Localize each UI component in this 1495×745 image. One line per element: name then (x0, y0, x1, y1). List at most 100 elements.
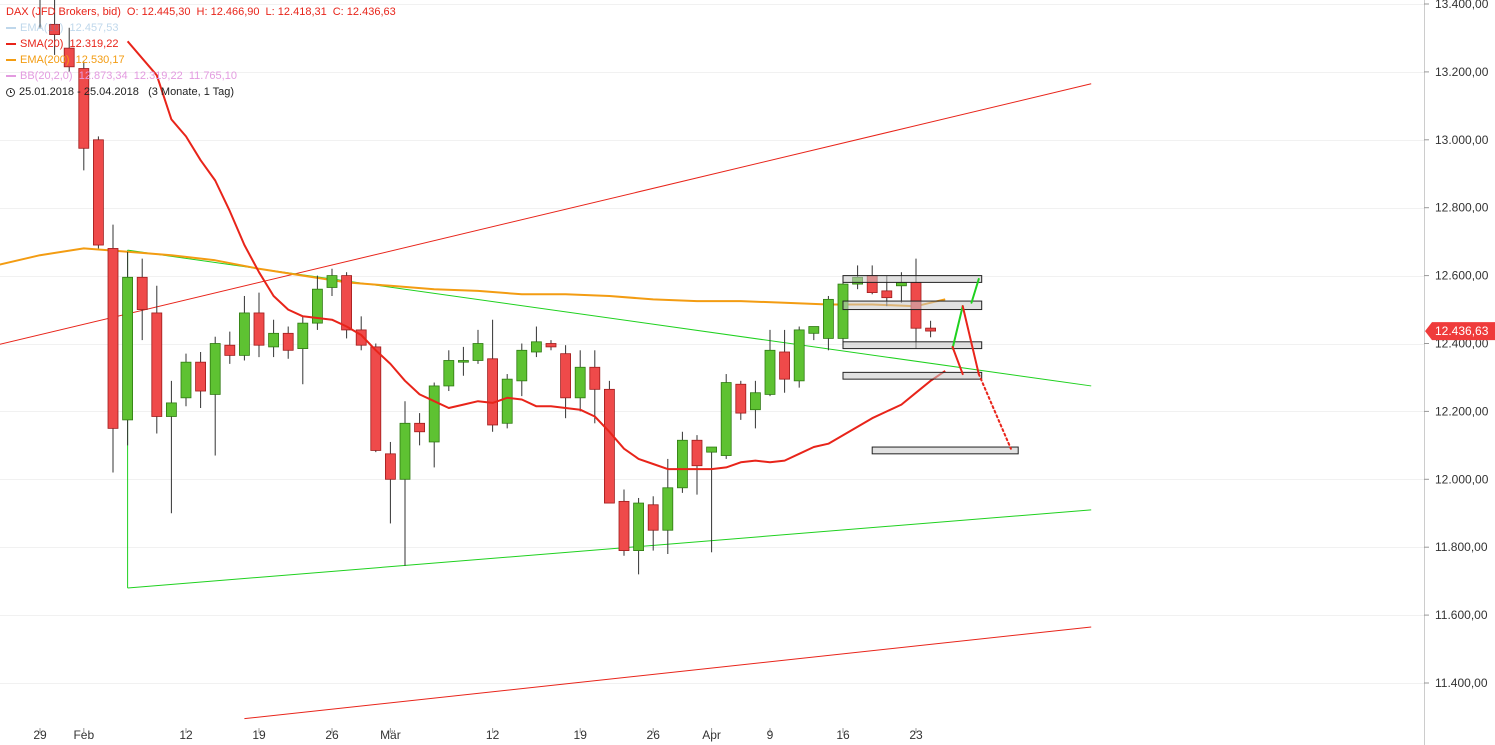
sma20-line (126, 40, 946, 471)
y-tick-label: 13.000,00 (1435, 133, 1489, 147)
x-tick-label: 16 (836, 728, 850, 742)
price-axis: 11.400,00 11.600,00 11.800,00 12.000,00 12.2… (1424, 0, 1489, 690)
candle-body (253, 312, 265, 346)
legend-bb-v2: 12.319,22 (133, 70, 183, 82)
last-price-label: 12.436,63 (1435, 324, 1489, 338)
ema200-polyline (0, 247, 946, 308)
candle-body (399, 422, 411, 480)
y-tick-label: 12.000,00 (1435, 472, 1489, 486)
candle-body (531, 341, 542, 353)
x-tick-label: 9 (767, 728, 774, 742)
candle-body (545, 343, 557, 348)
y-tick-label: 11.400,00 (1435, 676, 1488, 690)
candle-body (779, 351, 790, 380)
candle-body (764, 349, 776, 395)
candle-body (662, 487, 674, 531)
candle-body (63, 47, 75, 68)
legend-bb-row[interactable]: BB(20,2,0) 12.873,34 12.319,22 11.765,10 (6, 68, 396, 84)
legend-close: 12.436,63 (346, 6, 396, 18)
legend-ema10-row[interactable]: EMA(10) 12.457,53 (6, 20, 396, 36)
sma20-polyline (126, 40, 946, 471)
candle-body (881, 290, 893, 299)
x-tick-label: 12 (179, 728, 193, 742)
candle-body (238, 312, 250, 356)
x-tick-label: Mär (380, 728, 401, 742)
candle-body (604, 388, 615, 504)
candle-body (574, 366, 586, 399)
y-tick-label: 11.600,00 (1435, 608, 1488, 622)
candle-body (837, 283, 849, 339)
candle-body (282, 332, 294, 351)
projection-line (951, 345, 964, 376)
candle-body (428, 385, 440, 443)
x-tick-label: 19 (252, 728, 266, 742)
trendline (0, 83, 1092, 345)
trendline (127, 509, 1092, 589)
ema10-swatch (6, 27, 16, 29)
candle-body (750, 392, 761, 411)
y-tick-label: 13.400,00 (1435, 0, 1489, 11)
sr-zone (842, 300, 983, 311)
legend-bb-v1: 12.873,34 (78, 70, 128, 82)
candle-body (691, 439, 703, 467)
x-tick-label: Feb (73, 728, 94, 742)
candle-body (487, 358, 499, 426)
legend-sma20-label: SMA(20) (20, 38, 64, 50)
candle-body (925, 327, 936, 332)
candle-body (136, 276, 148, 310)
x-tick-label: 12 (486, 728, 500, 742)
candle-body (443, 360, 455, 387)
trendlines (0, 83, 1092, 720)
projections (951, 277, 1012, 450)
legend-date-range: 25.01.2018 - 25.04.2018 (19, 86, 139, 98)
candle-body (560, 353, 571, 399)
candle-body (793, 329, 805, 382)
legend-ema10-label: EMA(10) (20, 22, 64, 34)
bb-swatch (6, 75, 16, 77)
legend-sma20-row[interactable]: SMA(20) 12.319,22 (6, 36, 396, 52)
candle-body (896, 281, 907, 287)
candle-body (501, 378, 513, 424)
legend-sma20-value: 12.319,22 (69, 38, 119, 50)
candle-body (355, 329, 367, 346)
sma20-swatch (6, 43, 16, 45)
candle-body (165, 402, 177, 417)
candle-body (311, 288, 323, 324)
last-price-marker: 12.436,63 (1425, 322, 1495, 341)
candle-body (516, 349, 528, 382)
candle-body (122, 276, 133, 421)
projection-line (951, 305, 964, 350)
candles (39, 0, 936, 575)
chart-legend: DAX (JFD Brokers, bid) O: 12.445,30 H: 1… (6, 4, 396, 100)
legend-low-label: L: (265, 6, 275, 18)
candle-body (808, 326, 820, 334)
x-tick-label: 19 (574, 728, 588, 742)
ema200-swatch (6, 59, 16, 61)
candle-body (341, 275, 353, 331)
candle-body (618, 500, 630, 551)
candle-body (93, 139, 104, 246)
candle-body (414, 422, 426, 433)
legend-high-label: H: (196, 6, 208, 18)
x-tick-label: 29 (33, 728, 47, 742)
legend-instrument: DAX (JFD Brokers, bid) (6, 6, 121, 18)
sr-zone (842, 341, 983, 350)
legend-ema200-value: 12.530,17 (75, 54, 125, 66)
legend-ema200-label: EMA(200) (20, 54, 70, 66)
x-tick-label: 23 (909, 728, 923, 742)
candle-body (268, 332, 280, 348)
candle-body (457, 360, 469, 363)
sr-zone (842, 275, 983, 283)
legend-close-label: C: (332, 6, 344, 18)
legend-low: 12.418,31 (277, 6, 327, 18)
candle-body (370, 346, 382, 451)
clock-icon (6, 87, 15, 97)
candle-body (78, 68, 90, 149)
legend-ema200-row[interactable]: EMA(200) 12.530,17 (6, 52, 396, 68)
candle-body (297, 322, 309, 349)
x-tick-label: 26 (325, 728, 339, 742)
candle-body (224, 344, 236, 356)
time-axis: 29 Feb 12 19 26 Mär 12 19 26 Apr 9 16 23 (33, 728, 923, 742)
candle-body (823, 298, 834, 339)
